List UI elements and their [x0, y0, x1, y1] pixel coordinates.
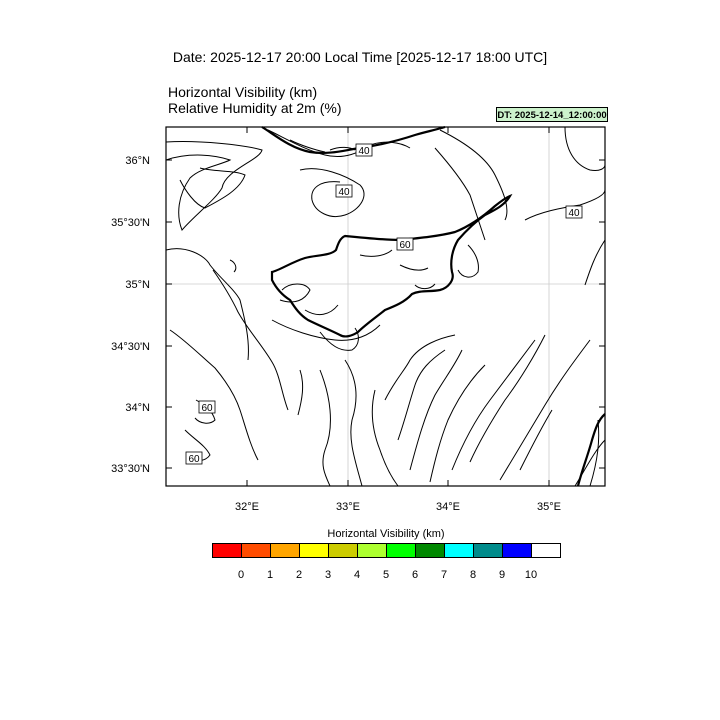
- lat-label: 35°30'N: [111, 217, 150, 229]
- colorbar-tick-label: 3: [324, 569, 332, 581]
- levant-coastline: [576, 413, 606, 487]
- contour-labels: 40 40 40 60 60 60: [185, 143, 583, 465]
- lon-label: 32°E: [235, 501, 259, 513]
- colorbar-tick-label: 7: [440, 569, 448, 581]
- humidity-contours: [165, 126, 606, 487]
- field-title-visibility: Horizontal Visibility (km): [168, 84, 318, 100]
- colorbar-swatch: [415, 543, 445, 558]
- colorbar-tick-label: 8: [469, 569, 477, 581]
- colorbar-tick-label: 4: [353, 569, 361, 581]
- colorbar-swatch: [270, 543, 300, 558]
- colorbar-title: Horizontal Visibility (km): [327, 528, 445, 540]
- lon-label: 35°E: [537, 501, 561, 513]
- lat-label: 34°N: [125, 402, 150, 414]
- colorbar-swatch: [473, 543, 503, 558]
- lat-label: 36°N: [125, 155, 150, 167]
- colorbar-tick-label: 2: [295, 569, 303, 581]
- contour-label: 60: [201, 403, 213, 414]
- latitude-labels: 36°N 35°30'N 35°N 34°30'N 34°N 33°30'N: [111, 155, 150, 475]
- lat-label: 35°N: [125, 279, 150, 291]
- contour-label: 60: [188, 454, 200, 465]
- colorbar-swatch: [299, 543, 329, 558]
- colorbar-swatch: [502, 543, 532, 558]
- contour-label: 60: [399, 240, 411, 251]
- colorbar-tick-label: 5: [382, 569, 390, 581]
- colorbar-tick-label: 1: [266, 569, 274, 581]
- colorbar-swatch: [357, 543, 387, 558]
- colorbar-swatch: [328, 543, 358, 558]
- lon-label: 34°E: [436, 501, 460, 513]
- map-frame: [165, 126, 606, 487]
- contour-label: 40: [338, 187, 350, 198]
- lat-label: 33°30'N: [111, 463, 150, 475]
- field-title-humidity: Relative Humidity at 2m (%): [168, 100, 342, 116]
- colorbar-swatch: [444, 543, 474, 558]
- dt-badge: DT: 2025-12-14_12:00:00: [496, 107, 608, 122]
- lat-label: 34°30'N: [111, 341, 150, 353]
- colorbar-tick-label: 10: [524, 569, 538, 581]
- longitude-labels: 32°E 33°E 34°E 35°E: [235, 501, 561, 513]
- colorbar-swatch: [212, 543, 242, 558]
- date-title: Date: 2025-12-17 20:00 Local Time [2025-…: [172, 49, 548, 65]
- colorbar-tick-label: 9: [498, 569, 506, 581]
- colorbar-swatch: [241, 543, 271, 558]
- colorbar-swatch: [531, 543, 561, 558]
- contour-label: 40: [358, 146, 370, 157]
- axis-ticks: [166, 127, 605, 486]
- colorbar-tick-label: 6: [411, 569, 419, 581]
- colorbar-tick-label: 0: [237, 569, 245, 581]
- cyprus-coastline: [270, 193, 513, 338]
- colorbar-swatch: [386, 543, 416, 558]
- contour-label: 40: [568, 208, 580, 219]
- turkey-coast-detail: [289, 139, 356, 153]
- lon-label: 33°E: [336, 501, 360, 513]
